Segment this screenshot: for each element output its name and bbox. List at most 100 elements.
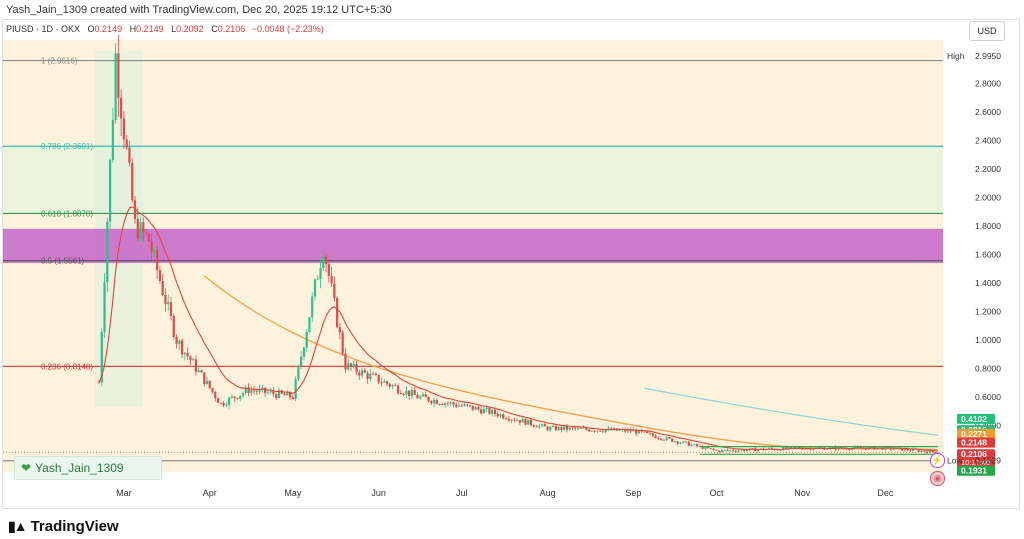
candle-body	[189, 356, 192, 361]
candle-body	[408, 390, 411, 397]
candle-body	[466, 404, 469, 406]
candle-body	[593, 430, 596, 432]
candle-body	[452, 402, 455, 405]
candle-body	[784, 447, 787, 449]
high-value: 0.2149	[136, 24, 164, 34]
candle-body	[435, 399, 438, 405]
marker-value-7: 0.1529	[975, 455, 1001, 465]
y-tick-label: 1.8000	[975, 221, 1001, 231]
candle-body	[662, 439, 665, 441]
candle-body	[632, 429, 635, 432]
ema-long	[644, 387, 939, 436]
candle-body	[560, 426, 563, 430]
candle-body	[167, 302, 170, 305]
candle-body	[518, 420, 521, 423]
candle-body	[108, 159, 112, 222]
candle-body	[726, 450, 729, 451]
candle-body	[676, 441, 679, 444]
candle-body	[131, 162, 134, 201]
candle-body	[216, 398, 220, 403]
candle-body	[740, 449, 743, 451]
y-tick-label: 1.6000	[975, 249, 1001, 259]
candle-body	[377, 374, 380, 383]
candle-body	[322, 256, 325, 268]
candle-body	[848, 449, 851, 451]
candle-body	[208, 380, 211, 388]
candle-body	[521, 418, 524, 423]
candle-body	[380, 382, 383, 384]
candle-body	[715, 449, 718, 451]
candle-body	[563, 426, 566, 430]
candle-body	[219, 402, 222, 404]
candle-body	[133, 200, 137, 220]
candle-body	[776, 449, 779, 451]
candle-body	[643, 431, 646, 433]
candle-body	[826, 448, 829, 450]
candle-body	[709, 448, 713, 450]
open-value: 0.2149	[94, 24, 123, 34]
low-value: 0.2092	[176, 24, 204, 34]
candle-body	[554, 425, 557, 431]
y-tick-label: 0.8000	[975, 363, 1001, 373]
candle-body	[460, 405, 463, 407]
candle-body	[707, 446, 710, 449]
ohlc-legend: PIUSD · 1D · OKX O0.2149 H0.2149 L0.2092…	[6, 24, 324, 34]
marker-label-7: Low	[947, 455, 963, 465]
price-chart[interactable]: 1 (2.9616) 0.786 (2.3601) 0.618 (1.8878) 0.…	[3, 20, 1019, 508]
candle-body	[269, 391, 272, 393]
candle-body	[543, 424, 546, 427]
candle-body	[488, 407, 491, 414]
candle-body	[233, 396, 236, 398]
candle-body	[275, 394, 278, 398]
alert-icon[interactable]: ⚡	[930, 453, 945, 468]
candle-body	[410, 390, 413, 397]
tradingview-footer: ▮▲ TradingView	[8, 518, 119, 535]
candle-body	[255, 390, 258, 392]
marker-value-1: 0.4102	[961, 414, 987, 424]
candle-body	[743, 449, 746, 452]
currency-button[interactable]: USD	[969, 21, 1005, 41]
x-tick-may: May	[284, 488, 302, 498]
candle-body	[444, 403, 447, 405]
y-tick-label: 2.2000	[975, 164, 1001, 174]
y-tick-label: 2.8000	[975, 79, 1001, 89]
candle-body	[646, 431, 649, 433]
candle-body	[723, 450, 726, 451]
tradingview-logo-icon: ▮▲	[8, 518, 28, 534]
candle-body	[324, 256, 328, 265]
events-icon[interactable]: ◉	[930, 471, 945, 486]
candle-body	[236, 397, 239, 399]
y-tick-label: 0.6000	[975, 392, 1001, 402]
candle-body	[250, 390, 253, 394]
chart-frame[interactable]: 1 (2.9616) 0.786 (2.3601) 0.618 (1.8878) 0.…	[2, 19, 1020, 509]
candle-body	[477, 407, 480, 410]
candle-body	[917, 449, 920, 452]
fib-label-4: 0.236 (0.8140)	[41, 362, 93, 371]
candle-body	[358, 372, 361, 376]
candle-body	[482, 409, 485, 414]
candle-body	[258, 388, 261, 392]
candle-body	[175, 336, 178, 344]
candle-body	[499, 414, 502, 417]
candle-body	[194, 359, 198, 372]
candle-body	[247, 387, 250, 394]
candle-body	[252, 390, 256, 391]
x-tick-nov: Nov	[794, 488, 811, 498]
candle-body	[300, 356, 303, 366]
candle-body	[892, 448, 895, 450]
candle-body	[383, 381, 386, 383]
launch-shade	[95, 50, 143, 407]
candle-body	[510, 419, 513, 421]
candle-body	[294, 379, 297, 400]
candle-body	[402, 394, 405, 395]
candle-body	[687, 441, 690, 446]
candle-body	[305, 331, 308, 348]
candle-body	[419, 396, 422, 399]
candle-body	[671, 438, 674, 442]
candle-body	[601, 431, 605, 433]
candle-body	[596, 430, 599, 432]
candle-body	[244, 387, 247, 394]
candle-body	[474, 407, 477, 410]
candle-body	[859, 447, 862, 449]
candle-body	[909, 450, 912, 452]
